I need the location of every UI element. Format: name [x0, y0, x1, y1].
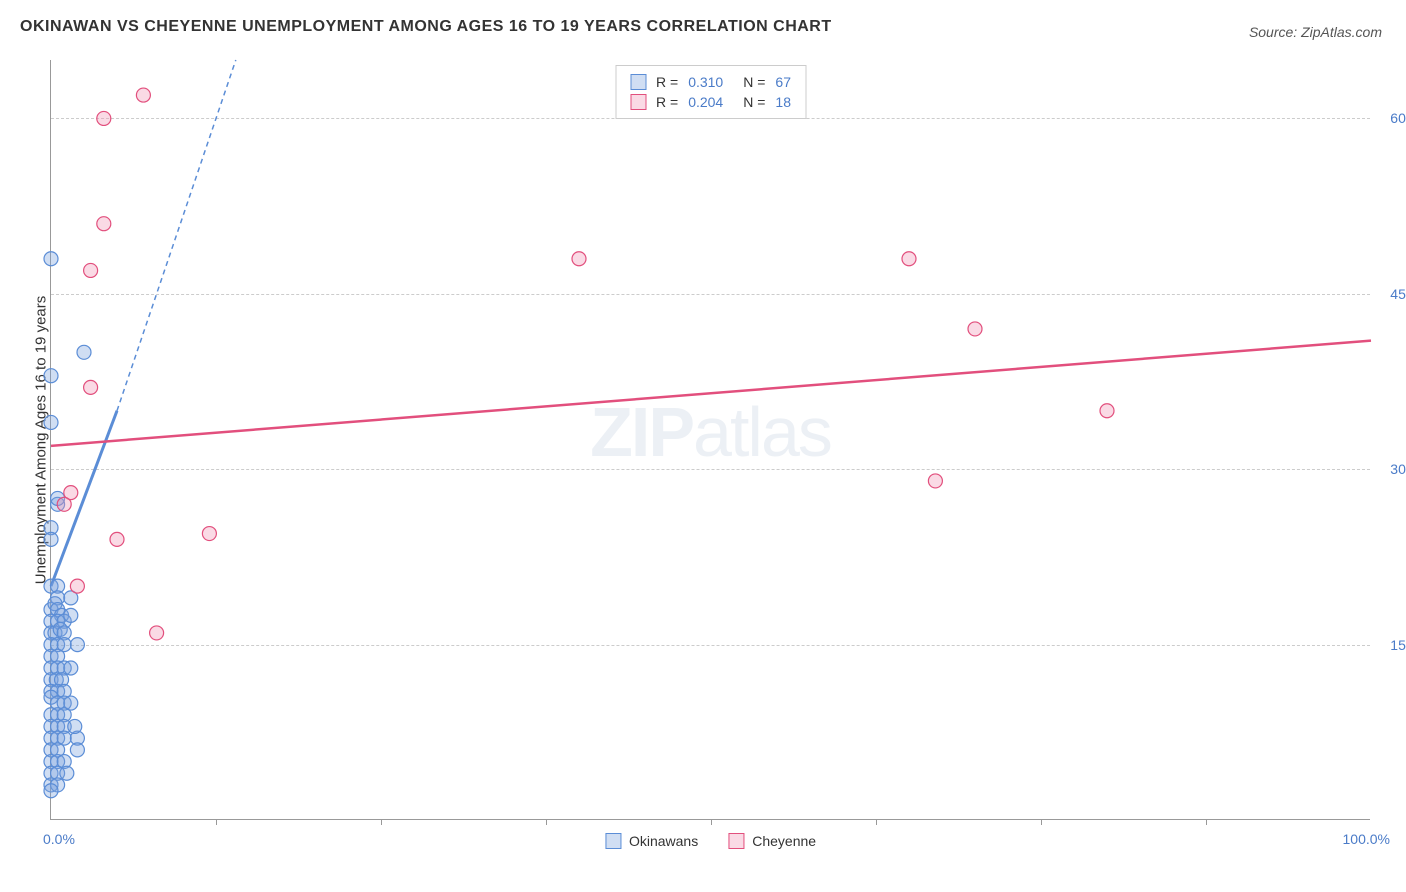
data-point — [68, 719, 82, 733]
data-point — [64, 696, 78, 710]
data-point — [70, 579, 84, 593]
y-tick-label: 60.0% — [1390, 110, 1406, 126]
data-point — [77, 345, 91, 359]
x-tick-label-min: 0.0% — [43, 831, 75, 847]
plot-svg — [51, 60, 1370, 819]
data-point — [70, 743, 84, 757]
legend-stat-row: R = 0.310 N = 67 — [630, 72, 791, 92]
data-point — [202, 527, 216, 541]
data-point — [44, 369, 58, 383]
data-point — [44, 252, 58, 266]
data-point — [572, 252, 586, 266]
data-point — [928, 474, 942, 488]
data-point — [64, 661, 78, 675]
data-point — [57, 497, 71, 511]
legend-n-label: N = — [743, 74, 765, 90]
legend-stat-row: R = 0.204 N = 18 — [630, 92, 791, 112]
source-label: Source: ZipAtlas.com — [1249, 24, 1382, 40]
legend-n-label: N = — [743, 94, 765, 110]
data-point — [150, 626, 164, 640]
data-point — [97, 217, 111, 231]
data-point — [84, 380, 98, 394]
legend-r-value: 0.310 — [688, 74, 723, 90]
data-point — [44, 532, 58, 546]
data-point — [44, 784, 58, 798]
x-tick — [381, 819, 382, 825]
x-tick — [1206, 819, 1207, 825]
legend-r-value: 0.204 — [688, 94, 723, 110]
y-tick-label: 45.0% — [1390, 286, 1406, 302]
data-point — [84, 263, 98, 277]
legend-r-label: R = — [656, 74, 678, 90]
data-point — [110, 532, 124, 546]
legend-label: Okinawans — [629, 833, 698, 849]
legend-label: Cheyenne — [752, 833, 816, 849]
legend-swatch — [728, 833, 744, 849]
data-point — [44, 415, 58, 429]
legend-swatch — [630, 74, 646, 90]
data-point — [902, 252, 916, 266]
plot-area: Unemployment Among Ages 16 to 19 years Z… — [50, 60, 1370, 820]
trend-line — [51, 341, 1371, 446]
x-tick — [1041, 819, 1042, 825]
x-tick-label-max: 100.0% — [1343, 831, 1390, 847]
x-tick — [711, 819, 712, 825]
legend-item: Okinawans — [605, 833, 698, 849]
x-tick — [216, 819, 217, 825]
chart-title: OKINAWAN VS CHEYENNE UNEMPLOYMENT AMONG … — [20, 18, 832, 36]
data-point — [968, 322, 982, 336]
legend-stats: R = 0.310 N = 67 R = 0.204 N = 18 — [615, 65, 806, 119]
data-point — [64, 608, 78, 622]
y-tick-label: 15.0% — [1390, 637, 1406, 653]
data-point — [60, 766, 74, 780]
data-point — [70, 638, 84, 652]
legend-r-label: R = — [656, 94, 678, 110]
x-tick — [876, 819, 877, 825]
data-point — [1100, 404, 1114, 418]
legend-n-value: 67 — [775, 74, 791, 90]
data-point — [136, 88, 150, 102]
x-tick — [546, 819, 547, 825]
chart-container: OKINAWAN VS CHEYENNE UNEMPLOYMENT AMONG … — [0, 0, 1406, 892]
legend-swatch — [630, 94, 646, 110]
data-point — [97, 111, 111, 125]
legend-bottom: Okinawans Cheyenne — [605, 833, 816, 849]
trend-line — [117, 60, 236, 411]
legend-swatch — [605, 833, 621, 849]
y-tick-label: 30.0% — [1390, 461, 1406, 477]
legend-n-value: 18 — [775, 94, 791, 110]
legend-item: Cheyenne — [728, 833, 816, 849]
